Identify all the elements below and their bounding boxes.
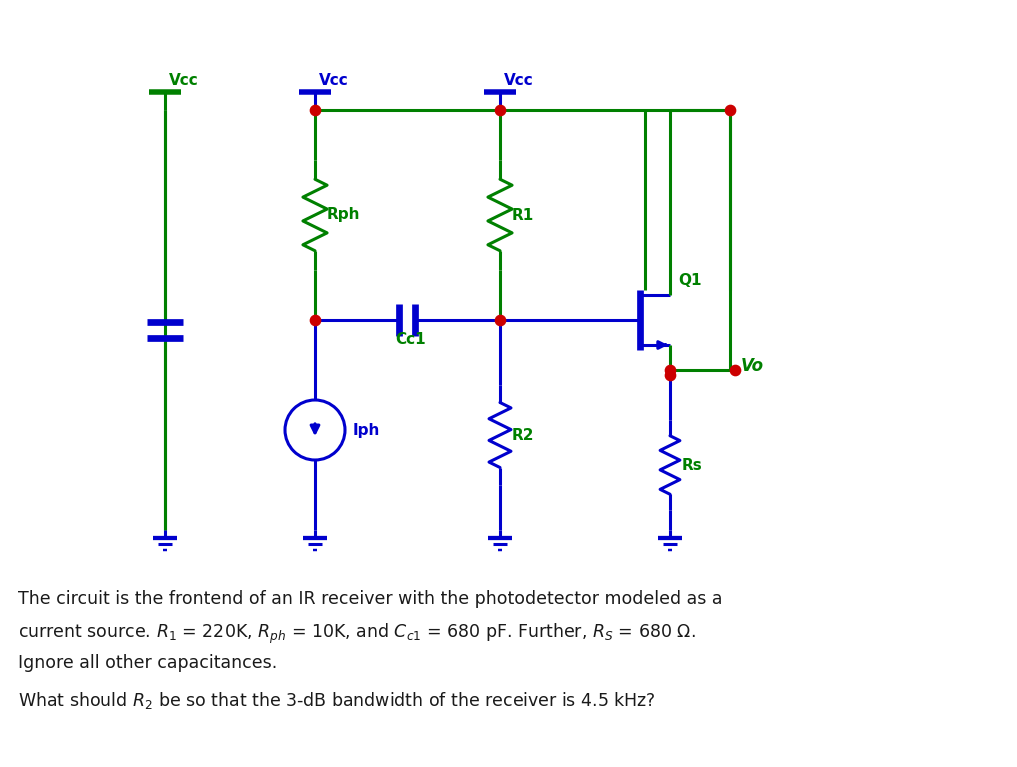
Point (307, 314, 323, 326)
Text: Vcc: Vcc (169, 73, 198, 88)
Point (727, 364, 743, 376)
Text: current source. $R_1$ = 220K, $R_{ph}$ = 10K, and $C_{c1}$ = 680 pF. Further, $R: current source. $R_1$ = 220K, $R_{ph}$ =… (18, 622, 696, 647)
Text: Vcc: Vcc (319, 73, 349, 88)
Text: Iph: Iph (353, 423, 380, 437)
Text: R1: R1 (512, 208, 534, 222)
Text: The circuit is the frontend of an IR receiver with the photodetector modeled as : The circuit is the frontend of an IR rec… (18, 590, 722, 608)
Text: Rs: Rs (682, 457, 703, 472)
Point (307, 104, 323, 116)
Text: R2: R2 (512, 427, 535, 443)
Text: Ignore all other capacitances.: Ignore all other capacitances. (18, 654, 278, 672)
Point (492, 314, 508, 326)
Point (662, 369, 678, 381)
Text: Vcc: Vcc (504, 73, 534, 88)
Text: Vo: Vo (741, 357, 764, 375)
Point (492, 104, 508, 116)
Text: Rph: Rph (327, 208, 360, 222)
Text: What should $R_2$ be so that the 3-dB bandwidth of the receiver is 4.5 kHz?: What should $R_2$ be so that the 3-dB ba… (18, 690, 656, 711)
Text: Q1: Q1 (678, 273, 702, 288)
Text: Cc1: Cc1 (395, 332, 426, 347)
Point (662, 364, 678, 376)
Point (722, 104, 738, 116)
